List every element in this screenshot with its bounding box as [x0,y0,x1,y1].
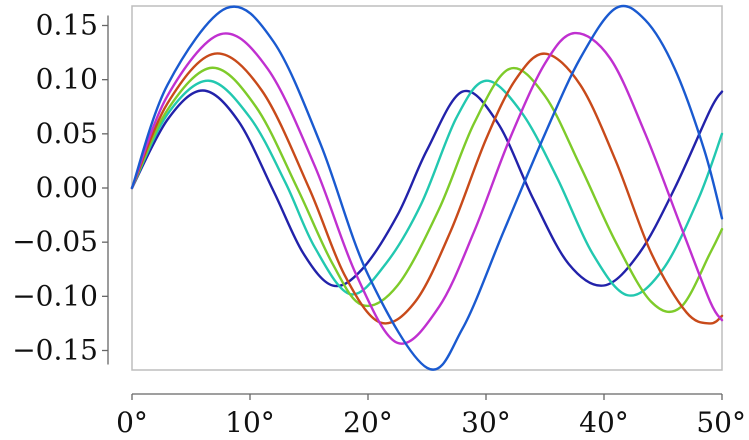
y-axis: 0.15 0.10 0.05 0.00 −0.05 −0.10 −0.15 [12,9,109,367]
x-axis: 0° 10° 20° 30° 40° 50° [116,393,746,439]
y-tick-label: 0.10 [36,63,98,96]
x-tick-label: 0° [116,406,148,439]
x-tick-label: 50° [696,406,746,439]
y-tick-label: 0.15 [36,9,98,42]
y-tick-label: −0.15 [12,334,98,367]
y-tick-label: 0.00 [36,171,98,204]
series-line-4 [130,52,724,325]
series-line-1 [130,89,724,288]
x-tick-label: 10° [225,406,275,439]
series-line-2 [130,79,724,297]
series-line-5 [130,31,724,345]
series-layer [130,4,724,371]
x-tick-label: 20° [343,406,393,439]
series-line-6 [130,4,724,371]
series-line-3 [130,66,724,314]
y-tick-label: −0.05 [12,225,98,258]
x-tick-label: 40° [579,406,629,439]
y-tick-label: 0.05 [36,117,98,150]
x-tick-label: 30° [461,406,511,439]
y-tick-label: −0.10 [12,279,98,312]
